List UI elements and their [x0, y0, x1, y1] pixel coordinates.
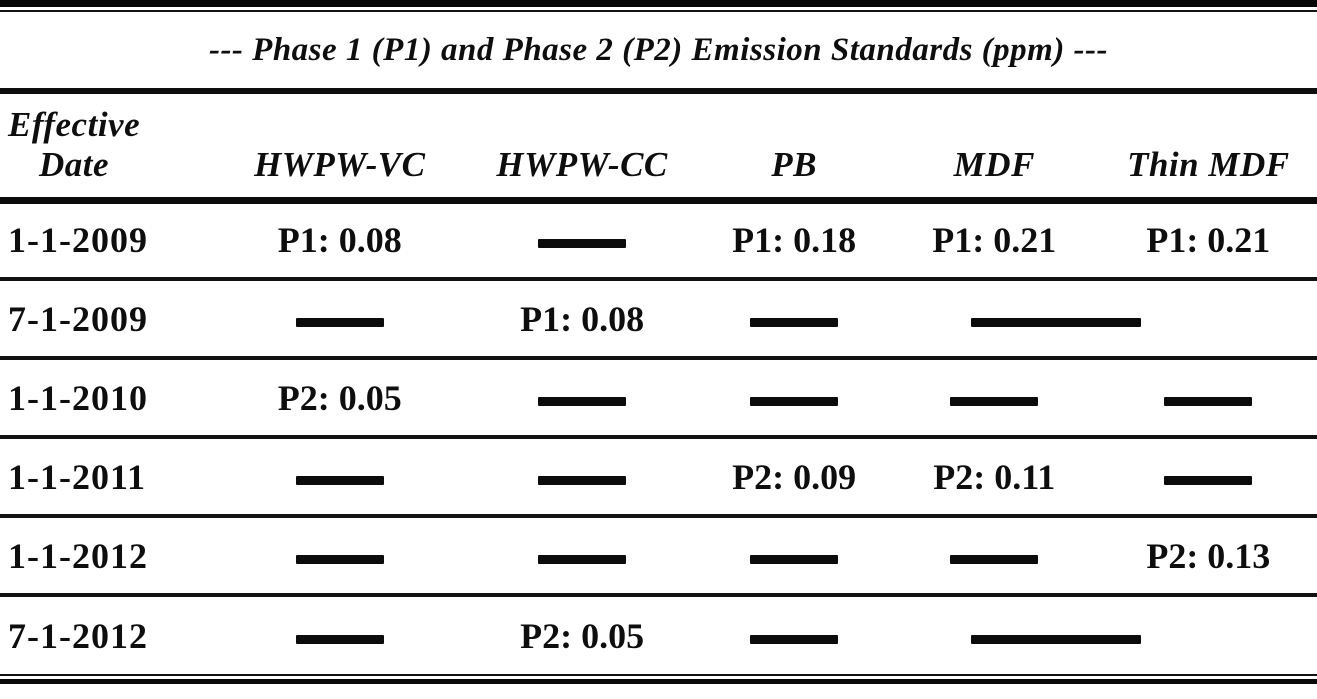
- effective-date-cell: 1-1-2009: [8, 220, 148, 261]
- empty-standard-cell: [215, 279, 465, 358]
- emission-standards-table: Effective Date HWPW-VC HWPW-CC PB MDF Thin MD…: [0, 94, 1317, 674]
- empty-standard-cell: [215, 516, 465, 595]
- empty-standard-cell: [465, 516, 699, 595]
- table-row: 1-1-2010 P2: 0.05: [0, 358, 1317, 437]
- title-underline-rule: [0, 88, 1317, 94]
- empty-standard-cell: [889, 516, 1100, 595]
- no-standard-dash-icon: [295, 554, 384, 564]
- empty-standard-cell: [889, 595, 1317, 674]
- standard-value-cell: P1: 0.18: [732, 220, 857, 261]
- no-standard-dash-icon: [295, 317, 384, 327]
- table-row: 7-1-2012 P2: 0.05: [0, 595, 1317, 674]
- effective-date-cell: 1-1-2010: [8, 377, 148, 418]
- column-header-hwpw-vc: HWPW-VC: [254, 144, 426, 184]
- effective-date-cell: 1-1-2011: [8, 456, 146, 497]
- empty-standard-cell: [699, 358, 889, 437]
- no-standard-dash-icon: [538, 554, 627, 564]
- standard-value-cell: P1: 0.08: [277, 220, 402, 261]
- no-standard-dash-icon: [750, 396, 839, 406]
- no-standard-dash-icon: [538, 475, 627, 485]
- no-standard-dash-icon: [295, 475, 384, 485]
- effective-date-cell: 1-1-2012: [8, 535, 148, 576]
- standard-value-cell: P1: 0.21: [1146, 220, 1271, 261]
- table-row: 1-1-2011 P2: 0.09 P2: 0.11: [0, 437, 1317, 516]
- standard-value-cell: P1: 0.08: [520, 298, 645, 339]
- empty-standard-cell: [699, 279, 889, 358]
- no-standard-dash-icon: [1164, 475, 1253, 485]
- standard-value-cell: P1: 0.21: [932, 220, 1057, 261]
- column-header-hwpw-cc: HWPW-CC: [496, 144, 668, 184]
- table-row: 1-1-2012 P2: 0.13: [0, 516, 1317, 595]
- header-row: Effective Date HWPW-VC HWPW-CC PB MDF Thin MD…: [0, 94, 1317, 200]
- empty-standard-cell: [465, 358, 699, 437]
- column-header-pb: PB: [771, 144, 817, 184]
- empty-standard-cell: [1100, 437, 1317, 516]
- effective-date-cell: 7-1-2012: [8, 615, 148, 656]
- no-standard-dash-icon: [950, 554, 1039, 564]
- no-standard-dash-icon: [750, 554, 839, 564]
- no-standard-dash-icon: [970, 634, 1141, 644]
- standard-value-cell: P2: 0.13: [1146, 535, 1271, 576]
- no-standard-dash-icon: [950, 396, 1039, 406]
- no-standard-dash-icon: [970, 317, 1141, 327]
- table-row: 7-1-2009 P1: 0.08: [0, 279, 1317, 358]
- empty-standard-cell: [465, 437, 699, 516]
- standard-value-cell: P2: 0.09: [732, 456, 857, 497]
- empty-standard-cell: [889, 279, 1317, 358]
- top-double-rule: [0, 0, 1317, 12]
- empty-standard-cell: [699, 595, 889, 674]
- column-header-thin-mdf: Thin MDF: [1127, 144, 1290, 184]
- no-standard-dash-icon: [1164, 396, 1253, 406]
- empty-standard-cell: [1100, 358, 1317, 437]
- empty-standard-cell: [465, 200, 699, 279]
- no-standard-dash-icon: [750, 634, 839, 644]
- standard-value-cell: P2: 0.05: [277, 377, 402, 418]
- standard-value-cell: P2: 0.11: [933, 456, 1056, 497]
- no-standard-dash-icon: [295, 634, 384, 644]
- column-header-mdf: MDF: [953, 144, 1035, 184]
- effective-date-header-label: Effective Date: [8, 105, 141, 184]
- table-title: --- Phase 1 (P1) and Phase 2 (P2) Emissi…: [208, 31, 1109, 68]
- table-row: 1-1-2009 P1: 0.08 P1: 0.18 P1: 0.21 P1: 0.21: [0, 200, 1317, 279]
- empty-standard-cell: [215, 595, 465, 674]
- empty-standard-cell: [699, 516, 889, 595]
- empty-standard-cell: [215, 437, 465, 516]
- no-standard-dash-icon: [538, 239, 627, 249]
- effective-date-cell: 7-1-2009: [8, 298, 148, 339]
- column-header-effective-date: Effective Date: [0, 94, 215, 200]
- bottom-double-rule: [0, 674, 1317, 684]
- no-standard-dash-icon: [538, 396, 627, 406]
- no-standard-dash-icon: [750, 317, 839, 327]
- empty-standard-cell: [889, 358, 1100, 437]
- standard-value-cell: P2: 0.05: [520, 615, 645, 656]
- table-body: 1-1-2009 P1: 0.08 P1: 0.18 P1: 0.21 P1: 0.21…: [0, 200, 1317, 674]
